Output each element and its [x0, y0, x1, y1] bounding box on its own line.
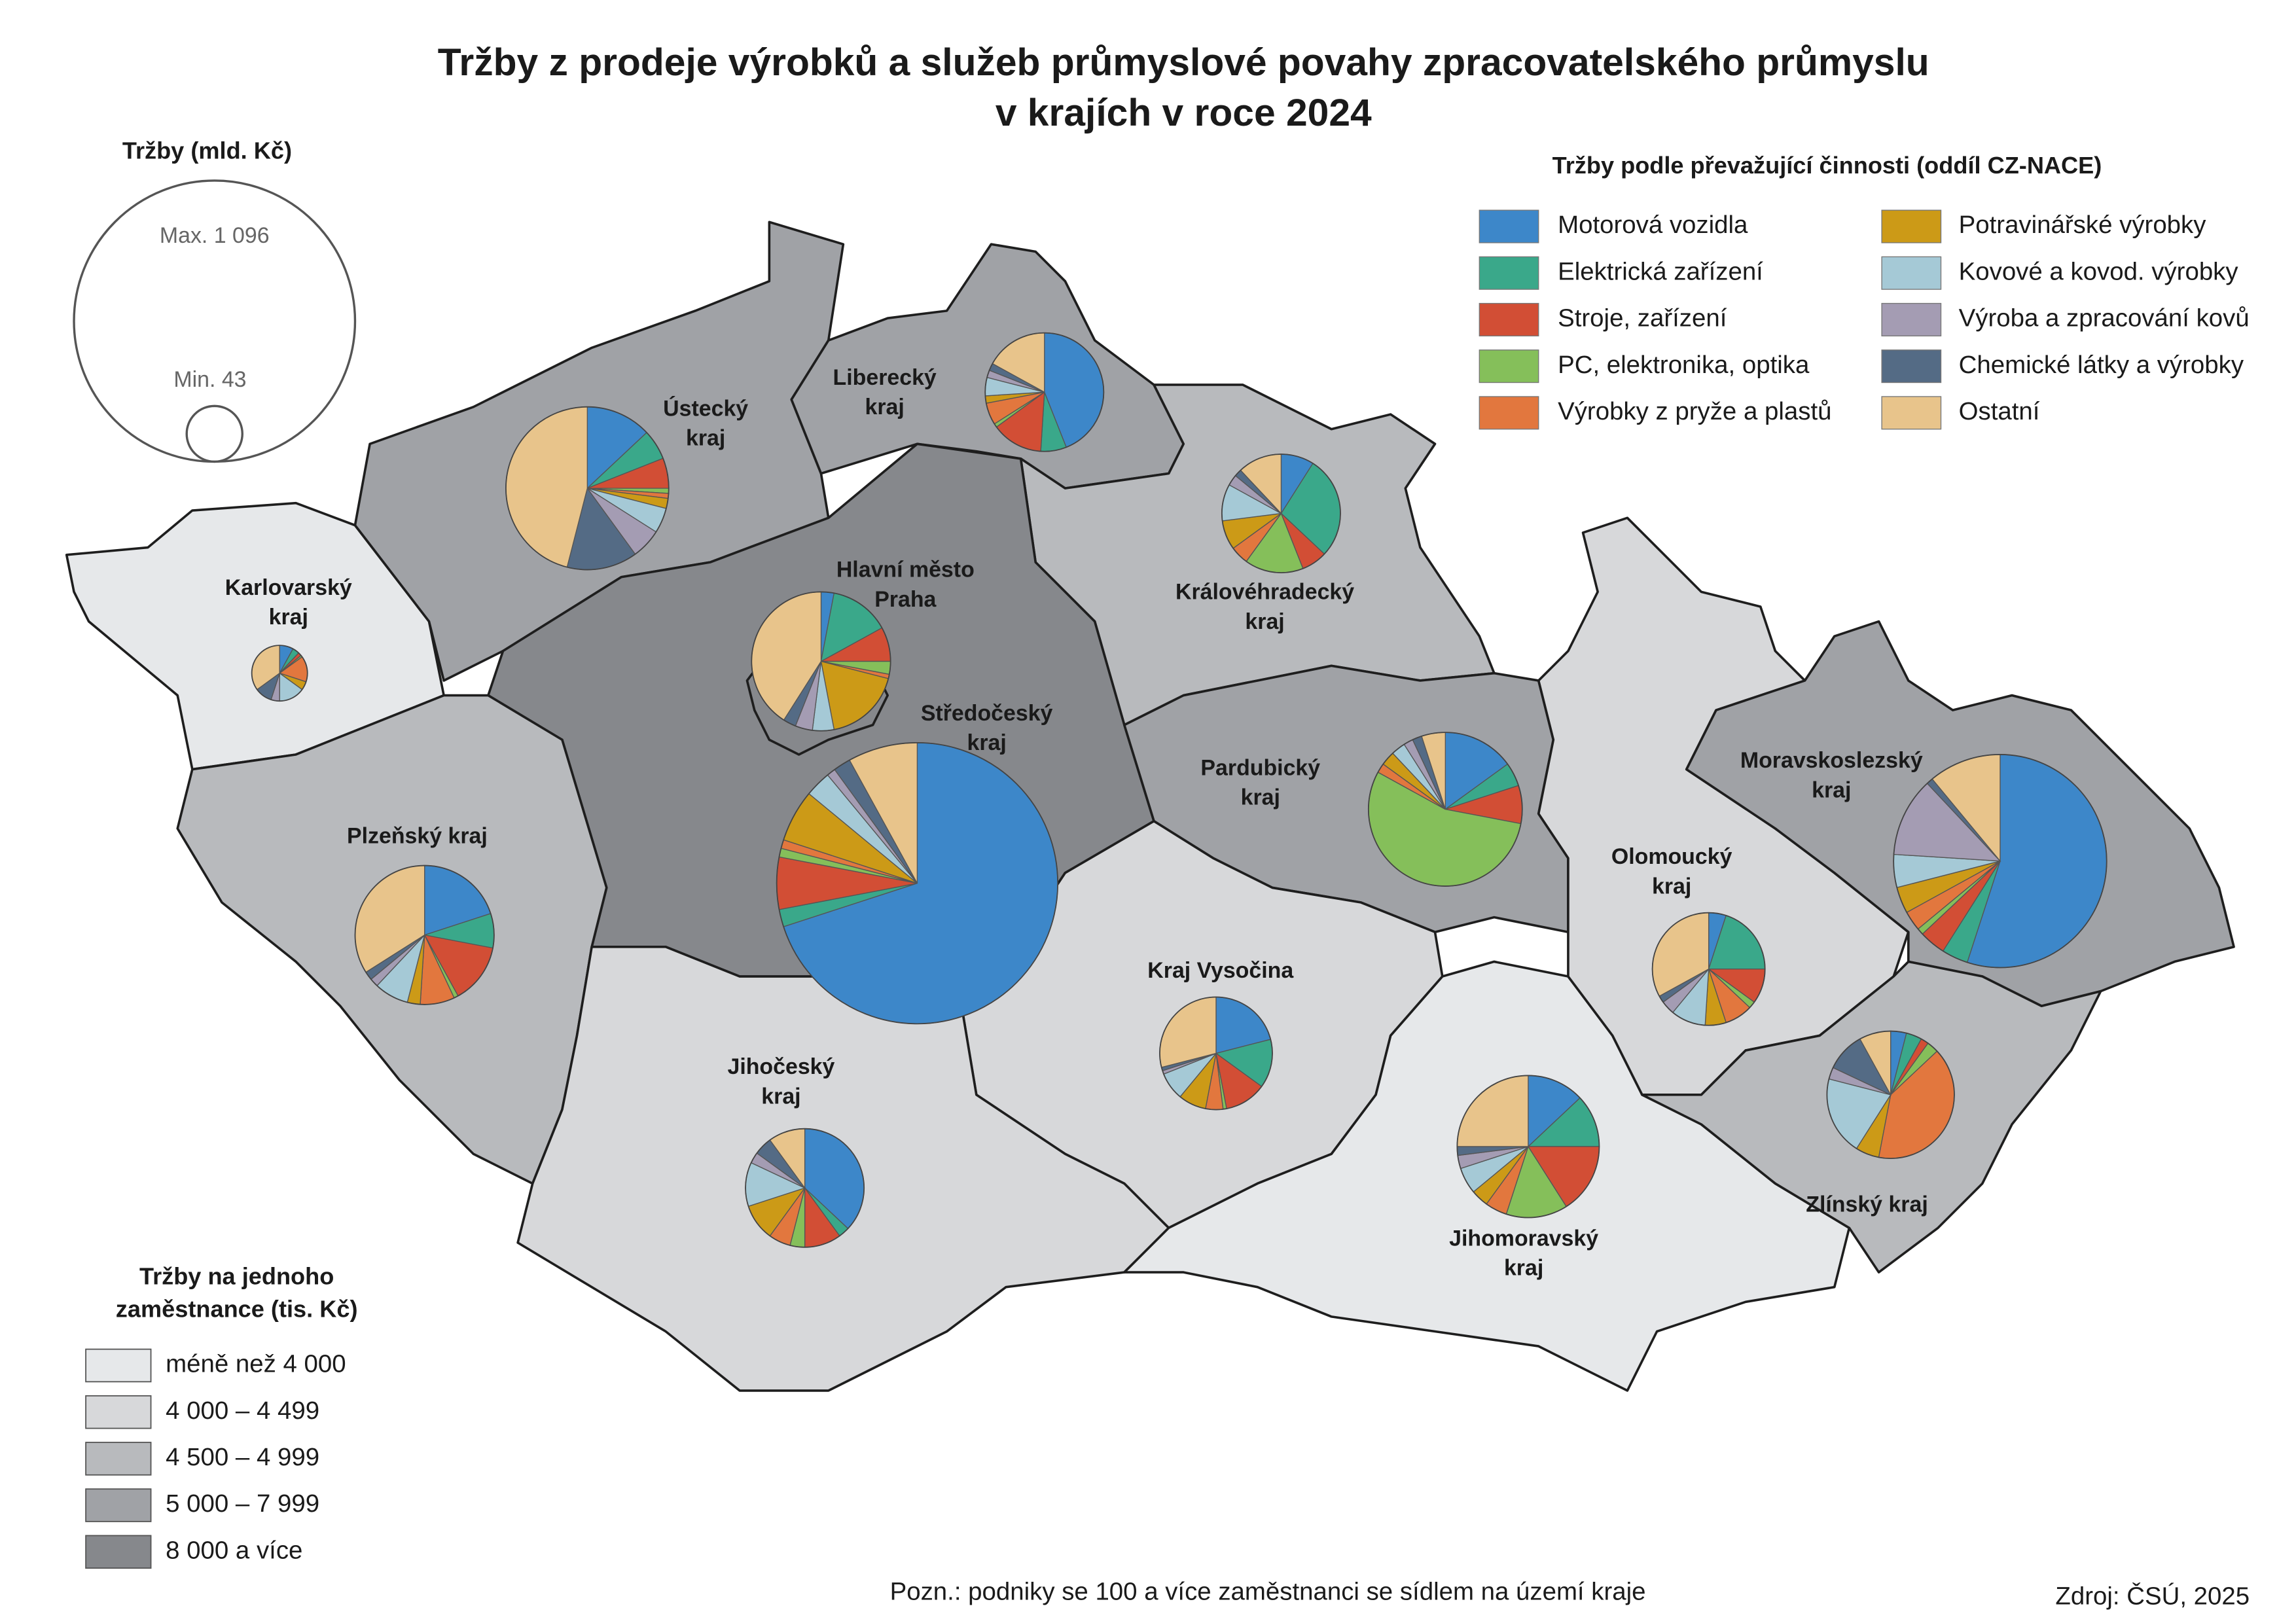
region-label: kraj: [1652, 874, 1691, 899]
legend-label: Motorová vozidla: [1558, 211, 1748, 239]
legend-swatch: [1479, 256, 1539, 290]
region-label: Moravskoslezský: [1740, 748, 1923, 773]
legend-label: PC, elektronika, optika: [1558, 351, 1810, 379]
region-label: Pardubický: [1200, 756, 1320, 781]
pie-outline: [505, 406, 670, 571]
pie: [1221, 454, 1341, 574]
region-label: Středočeský: [921, 701, 1053, 726]
pie: [1893, 754, 2108, 969]
pie-outline: [1651, 912, 1766, 1026]
region-label: kraj: [1245, 609, 1284, 634]
legend-swatch: [1881, 256, 1942, 290]
pie: [776, 741, 1059, 1025]
class-swatch: [85, 1442, 152, 1476]
pie: [984, 332, 1105, 452]
title: v krajích v roce 2024: [996, 92, 1372, 134]
pie: [1159, 996, 1273, 1111]
legend-swatch: [1479, 302, 1539, 336]
class-swatch: [85, 1535, 152, 1569]
pie-outline: [745, 1128, 865, 1248]
region-label: Karlovarský: [225, 575, 352, 600]
pie-outline: [984, 332, 1105, 452]
legend-label: Chemické látky a výrobky: [1959, 351, 2244, 379]
pie: [354, 865, 495, 1005]
class-legend-title: zaměstnance (tis. Kč): [116, 1295, 358, 1322]
size-legend-label: Max. 1 096: [160, 223, 270, 248]
legend-label: Výroba a zpracování kovů: [1959, 304, 2250, 332]
size-legend-min: [185, 404, 243, 463]
legend-swatch: [1479, 349, 1539, 383]
region-label: Liberecký: [833, 365, 937, 390]
pie-outline: [1221, 454, 1341, 574]
region-label: Zlínský kraj: [1806, 1192, 1928, 1217]
legend-label: Ostatní: [1959, 397, 2040, 425]
pie-outline: [1893, 754, 2108, 969]
class-legend-title: Tržby na jednoho: [139, 1263, 334, 1290]
class-label: 5 000 – 7 999: [166, 1489, 319, 1518]
pie: [1456, 1075, 1600, 1219]
region-label: Královéhradecký: [1175, 580, 1354, 605]
pie: [505, 406, 670, 571]
region-label: Jihomoravský: [1449, 1226, 1598, 1251]
region-label: Praha: [874, 587, 937, 612]
legend-label: Potravinářské výrobky: [1959, 211, 2207, 239]
class-label: 4 500 – 4 999: [166, 1443, 319, 1471]
class-label: méně než 4 000: [166, 1350, 346, 1378]
region-label: Plzeňský kraj: [347, 824, 488, 849]
region-label: kraj: [686, 425, 725, 450]
pie: [751, 591, 891, 732]
region-label: kraj: [269, 605, 308, 630]
pie: [745, 1128, 865, 1248]
legend-label: Elektrická zařízení: [1558, 257, 1763, 285]
pie-outline: [751, 591, 891, 732]
pie: [1651, 912, 1766, 1026]
legend-swatch: [1479, 396, 1539, 430]
class-label: 4 000 – 4 499: [166, 1397, 319, 1425]
region-label: Hlavní město: [836, 558, 975, 582]
pie: [1367, 732, 1523, 887]
category-legend-title: Tržby podle převažující činnosti (oddíl …: [1552, 152, 2102, 179]
region-label: kraj: [1241, 785, 1280, 810]
title: Tržby z prodeje výrobků a služeb průmysl…: [438, 41, 1929, 84]
region-label: Olomoucký: [1611, 844, 1732, 869]
region-label: Ústecký: [663, 396, 748, 421]
region-label: kraj: [1812, 777, 1851, 802]
pie-outline: [1826, 1030, 1955, 1160]
pie-outline: [251, 645, 308, 702]
legend-swatch: [1479, 209, 1539, 243]
pie-outline: [1367, 732, 1523, 887]
pie-outline: [1456, 1075, 1600, 1219]
class-label: 8 000 a více: [166, 1536, 302, 1564]
region-label: kraj: [865, 395, 905, 419]
pie-outline: [776, 741, 1059, 1025]
legend-swatch: [1881, 302, 1942, 336]
region-label: kraj: [967, 730, 1006, 755]
region-label: Jihočeský: [727, 1054, 834, 1079]
region-label: Kraj Vysočina: [1147, 958, 1294, 983]
size-legend-label: Min. 43: [173, 367, 246, 392]
source: Zdroj: ČSÚ, 2025: [2055, 1582, 2250, 1611]
class-swatch: [85, 1395, 152, 1429]
region-label: kraj: [761, 1084, 800, 1109]
legend-label: Stroje, zařízení: [1558, 304, 1727, 332]
pie-outline: [354, 865, 495, 1005]
note: Pozn.: podniky se 100 a více zaměstnanci…: [890, 1578, 1646, 1606]
legend-swatch: [1881, 349, 1942, 383]
pie: [251, 645, 308, 702]
legend-swatch: [1881, 396, 1942, 430]
size-legend-title: Tržby (mld. Kč): [122, 137, 292, 164]
class-swatch: [85, 1348, 152, 1383]
legend-label: Kovové a kovod. výrobky: [1959, 257, 2239, 285]
class-swatch: [85, 1488, 152, 1522]
legend-label: Výrobky z pryže a plastů: [1558, 397, 1831, 425]
region-label: kraj: [1504, 1256, 1543, 1281]
pie-outline: [1159, 996, 1273, 1111]
legend-swatch: [1881, 209, 1942, 243]
pie: [1826, 1030, 1955, 1160]
